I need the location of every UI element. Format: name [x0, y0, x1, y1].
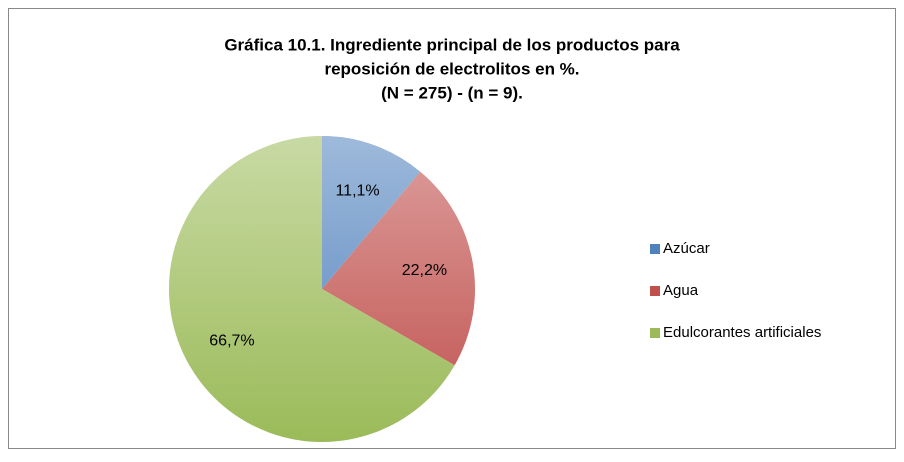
data-label: 22,2% [402, 262, 447, 279]
chart-title: (N = 275) - (n = 9). [381, 83, 523, 102]
legend-label: Azúcar [663, 240, 710, 257]
legend-swatch [650, 244, 660, 254]
chart-title: reposición de electrolitos en %. [324, 59, 579, 78]
legend-swatch [650, 328, 660, 338]
data-label: 11,1% [335, 182, 379, 199]
chart-title: Gráfica 10.1. Ingrediente principal de l… [224, 35, 680, 54]
legend-label: Edulcorantes artificiales [663, 324, 821, 341]
legend-swatch [650, 286, 660, 296]
data-label: 66,7% [209, 332, 254, 349]
legend-label: Agua [663, 282, 699, 299]
